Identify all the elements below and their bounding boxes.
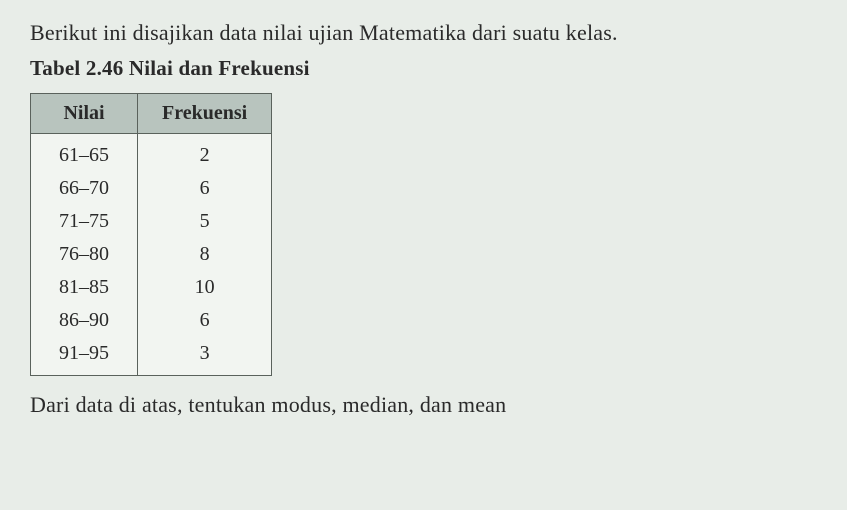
cell-nilai: 71–75 xyxy=(31,205,138,238)
col-header-nilai: Nilai xyxy=(31,94,138,134)
cell-frekuensi: 6 xyxy=(138,304,272,337)
cell-nilai: 66–70 xyxy=(31,172,138,205)
table-row: 61–65 2 xyxy=(31,134,272,173)
table-row: 86–90 6 xyxy=(31,304,272,337)
table-row: 91–95 3 xyxy=(31,337,272,376)
table-row: 71–75 5 xyxy=(31,205,272,238)
cell-nilai: 81–85 xyxy=(31,271,138,304)
cell-nilai: 76–80 xyxy=(31,238,138,271)
table-row: 81–85 10 xyxy=(31,271,272,304)
cell-frekuensi: 2 xyxy=(138,134,272,173)
cell-frekuensi: 3 xyxy=(138,337,272,376)
table-row: 66–70 6 xyxy=(31,172,272,205)
cell-nilai: 91–95 xyxy=(31,337,138,376)
cell-nilai: 61–65 xyxy=(31,134,138,173)
col-header-frekuensi: Frekuensi xyxy=(138,94,272,134)
cell-frekuensi: 8 xyxy=(138,238,272,271)
intro-text: Berikut ini disajikan data nilai ujian M… xyxy=(30,20,817,46)
table-row: 76–80 8 xyxy=(31,238,272,271)
frequency-table: Nilai Frekuensi 61–65 2 66–70 6 71–75 5 … xyxy=(30,93,272,376)
closing-text: Dari data di atas, tentukan modus, media… xyxy=(30,392,817,418)
table-header-row: Nilai Frekuensi xyxy=(31,94,272,134)
cell-frekuensi: 5 xyxy=(138,205,272,238)
table-title: Tabel 2.46 Nilai dan Frekuensi xyxy=(30,56,817,81)
cell-frekuensi: 6 xyxy=(138,172,272,205)
cell-nilai: 86–90 xyxy=(31,304,138,337)
cell-frekuensi: 10 xyxy=(138,271,272,304)
